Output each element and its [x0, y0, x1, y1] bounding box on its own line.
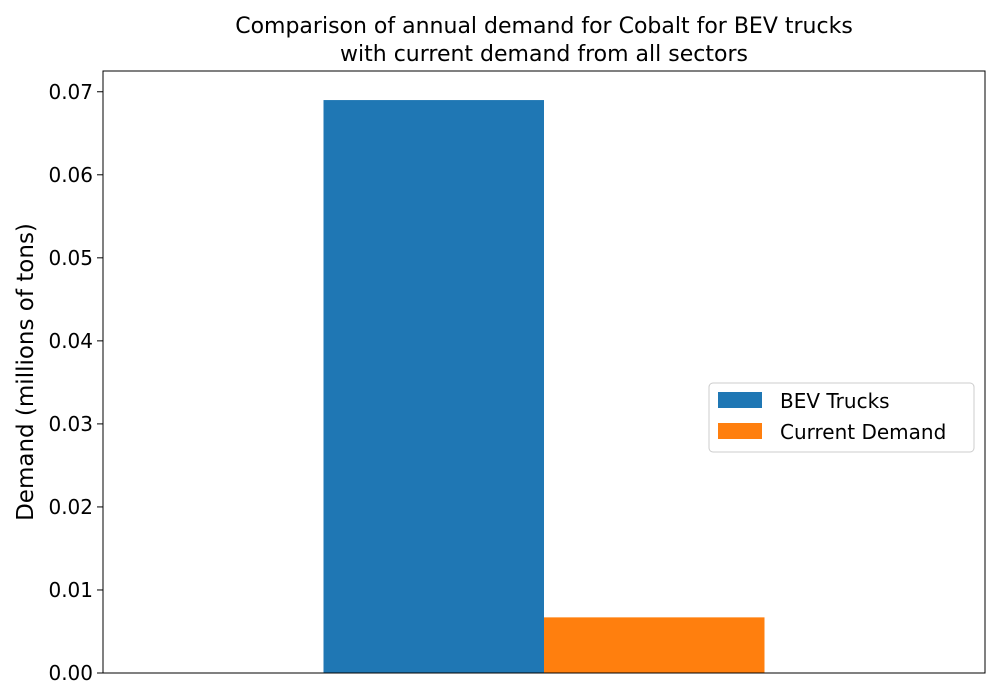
y-tick-label: 0.01 [48, 578, 93, 602]
y-tick-label: 0.00 [48, 661, 93, 685]
legend-swatch-bev-trucks [718, 392, 762, 408]
chart-title-line-1: Comparison of annual demand for Cobalt f… [235, 14, 853, 39]
y-tick-label: 0.06 [48, 163, 93, 187]
bar-bev-trucks [323, 100, 544, 673]
bars [323, 100, 765, 673]
y-tick-label: 0.03 [48, 412, 93, 436]
legend-frame [708, 382, 975, 453]
legend: BEV Trucks Current Demand [708, 382, 975, 453]
y-tick-label: 0.05 [48, 246, 93, 270]
y-tick-label: 0.07 [48, 80, 93, 104]
chart-title-line-2: with current demand from all sectors [340, 42, 748, 67]
legend-label-current-demand: Current Demand [780, 420, 946, 444]
legend-label-bev-trucks: BEV Trucks [780, 389, 890, 413]
y-tick-label: 0.02 [48, 495, 93, 519]
legend-swatch-current-demand [718, 423, 762, 439]
plot-frame [102, 70, 986, 674]
y-axis-ticks: 0.00 0.01 0.02 0.03 0.04 0.05 0.06 0.07 [48, 80, 103, 685]
bar-current-demand [544, 617, 765, 673]
y-axis-label: Demand (millions of tons) [13, 223, 39, 521]
y-tick-label: 0.04 [48, 329, 93, 353]
